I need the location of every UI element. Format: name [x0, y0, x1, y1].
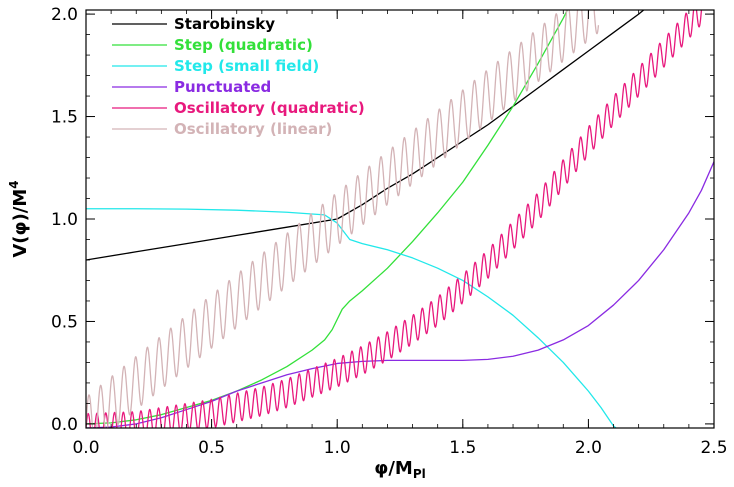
x-tick-label: 1.5	[449, 438, 476, 458]
legend-label-0: Starobinsky	[174, 15, 275, 33]
x-tick-label: 2.0	[575, 438, 602, 458]
y-tick-label: 1.0	[51, 210, 78, 230]
y-tick-label: 0.0	[51, 415, 78, 435]
series-line-5	[86, 10, 600, 428]
y-axis-title-main: V(φ)/M	[10, 189, 31, 258]
y-tick-label: 2.0	[51, 5, 78, 25]
y-tick-label: 1.5	[51, 108, 78, 128]
legend-label-5: Oscillatory (linear)	[174, 120, 332, 138]
series-line-4	[86, 10, 703, 428]
x-tick-label: 0.5	[198, 438, 225, 458]
legend-label-3: Punctuated	[174, 78, 271, 96]
x-tick-label: 2.5	[700, 438, 727, 458]
x-tick-label: 0.0	[72, 438, 99, 458]
legend-label-1: Step (quadratic)	[174, 36, 313, 54]
y-axis-title: V(φ)/M4	[7, 180, 31, 257]
series-line-0	[86, 10, 645, 261]
legend-label-2: Step (small field)	[174, 57, 319, 75]
x-axis-title-main: φ/M	[374, 458, 413, 479]
y-tick-label: 0.5	[51, 312, 78, 332]
y-axis-title-sup: 4	[7, 180, 21, 188]
x-axis-title-sub: Pl	[413, 467, 426, 481]
x-tick-label: 1.0	[324, 438, 351, 458]
x-axis-title: φ/MPl	[374, 458, 426, 481]
series-line-2	[86, 208, 618, 428]
legend-label-4: Oscillatory (quadratic)	[174, 99, 365, 117]
series-line-3	[86, 161, 714, 428]
